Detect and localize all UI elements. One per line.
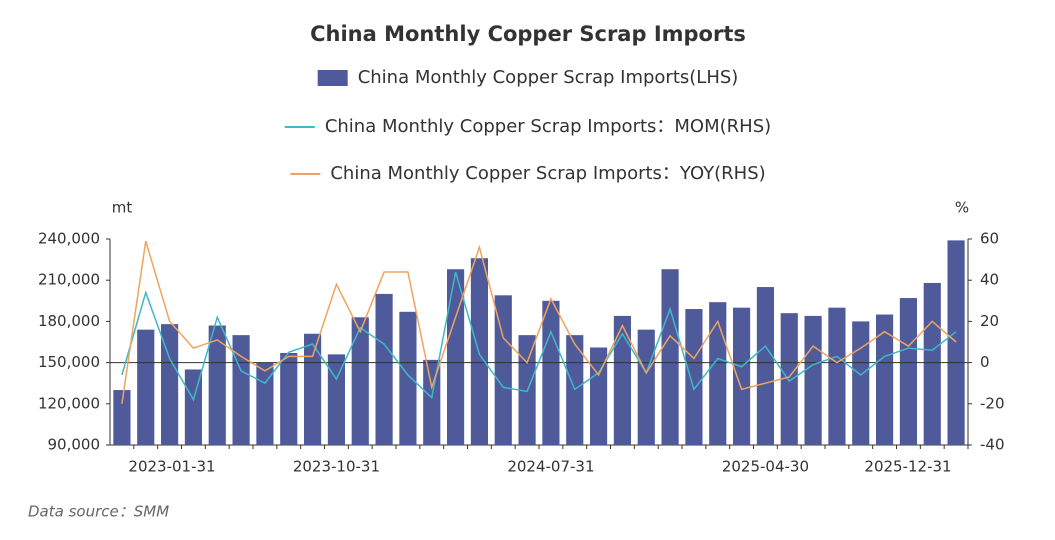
bar: [447, 269, 465, 445]
line: [121, 271, 957, 402]
source: Data source：SMM: [28, 503, 169, 521]
bar: [470, 258, 488, 445]
y-tick-label: 120,000: [38, 394, 100, 412]
x-tick-label: 2024-07-31: [507, 458, 594, 476]
chart-title: China Monthly Copper Scrap Imports: [310, 22, 746, 46]
bar: [876, 314, 894, 445]
bar: [256, 362, 274, 445]
bar: [709, 302, 727, 445]
y-tick-label: 150,000: [38, 353, 100, 371]
bar: [852, 321, 870, 445]
bar: [137, 329, 155, 445]
y2-tick-label: -20: [980, 394, 1005, 412]
y-tick-label: 210,000: [38, 271, 100, 289]
bar: [351, 317, 369, 445]
bar: [756, 287, 774, 445]
y-tick-label: 180,000: [38, 312, 100, 330]
bar: [327, 354, 345, 445]
bar: [375, 293, 393, 445]
line: [121, 240, 957, 404]
bar: [113, 390, 131, 445]
legend-label: China Monthly Copper Scrap Imports：MOM(R…: [325, 116, 771, 137]
bar: [923, 282, 941, 445]
legend-label: China Monthly Copper Scrap Imports：YOY(R…: [330, 163, 765, 184]
bar: [161, 324, 179, 445]
y2-unit: %: [955, 199, 969, 217]
bar: [661, 269, 679, 445]
bar: [733, 307, 751, 445]
y2-tick-label: 20: [980, 312, 999, 330]
y2-tick-label: 0: [980, 353, 990, 371]
x-tick-label: 2023-01-31: [128, 458, 215, 476]
y-unit: mt: [112, 199, 133, 217]
bar: [208, 325, 226, 445]
y2-tick-label: 60: [980, 230, 999, 248]
bar: [399, 311, 417, 445]
y-tick-label: 240,000: [38, 230, 100, 248]
bar: [423, 359, 441, 445]
bar: [184, 369, 202, 445]
bar: [613, 315, 631, 445]
bar: [685, 309, 703, 445]
bar: [542, 300, 560, 445]
bar: [637, 329, 655, 445]
x-tick-label: 2025-04-30: [722, 458, 809, 476]
bar: [780, 313, 798, 445]
bar: [899, 298, 917, 445]
legend-swatch: [317, 70, 348, 86]
legend-label: China Monthly Copper Scrap Imports(LHS): [358, 67, 739, 88]
bar: [494, 295, 512, 445]
bar: [590, 347, 608, 445]
bar: [828, 307, 846, 445]
y2-tick-label: 40: [980, 271, 999, 289]
bar: [304, 333, 322, 445]
bar: [947, 240, 965, 445]
bar: [280, 352, 298, 445]
y2-tick-label: -40: [980, 436, 1005, 454]
x-tick-label: 2023-10-31: [293, 458, 380, 476]
bar: [804, 315, 822, 445]
x-tick-label: 2025-12-31: [864, 458, 951, 476]
y-tick-label: 90,000: [48, 436, 101, 454]
